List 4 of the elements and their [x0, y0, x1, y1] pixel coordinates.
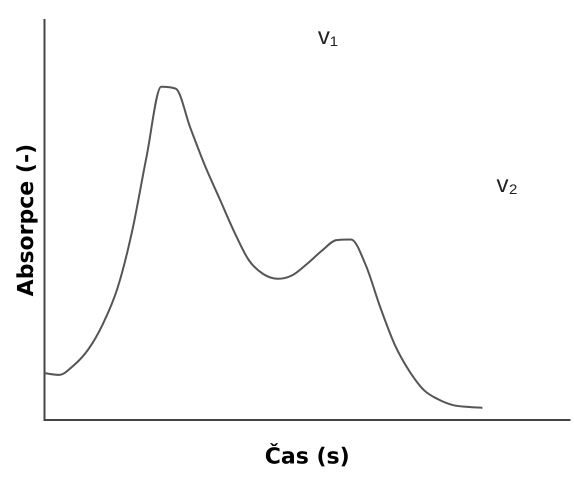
text: v₁: [318, 23, 338, 50]
annotation: v₂: [496, 171, 518, 198]
y-axis-title: Absorpce (-): [14, 144, 39, 296]
x-axis-title: Čas (s): [264, 442, 350, 470]
